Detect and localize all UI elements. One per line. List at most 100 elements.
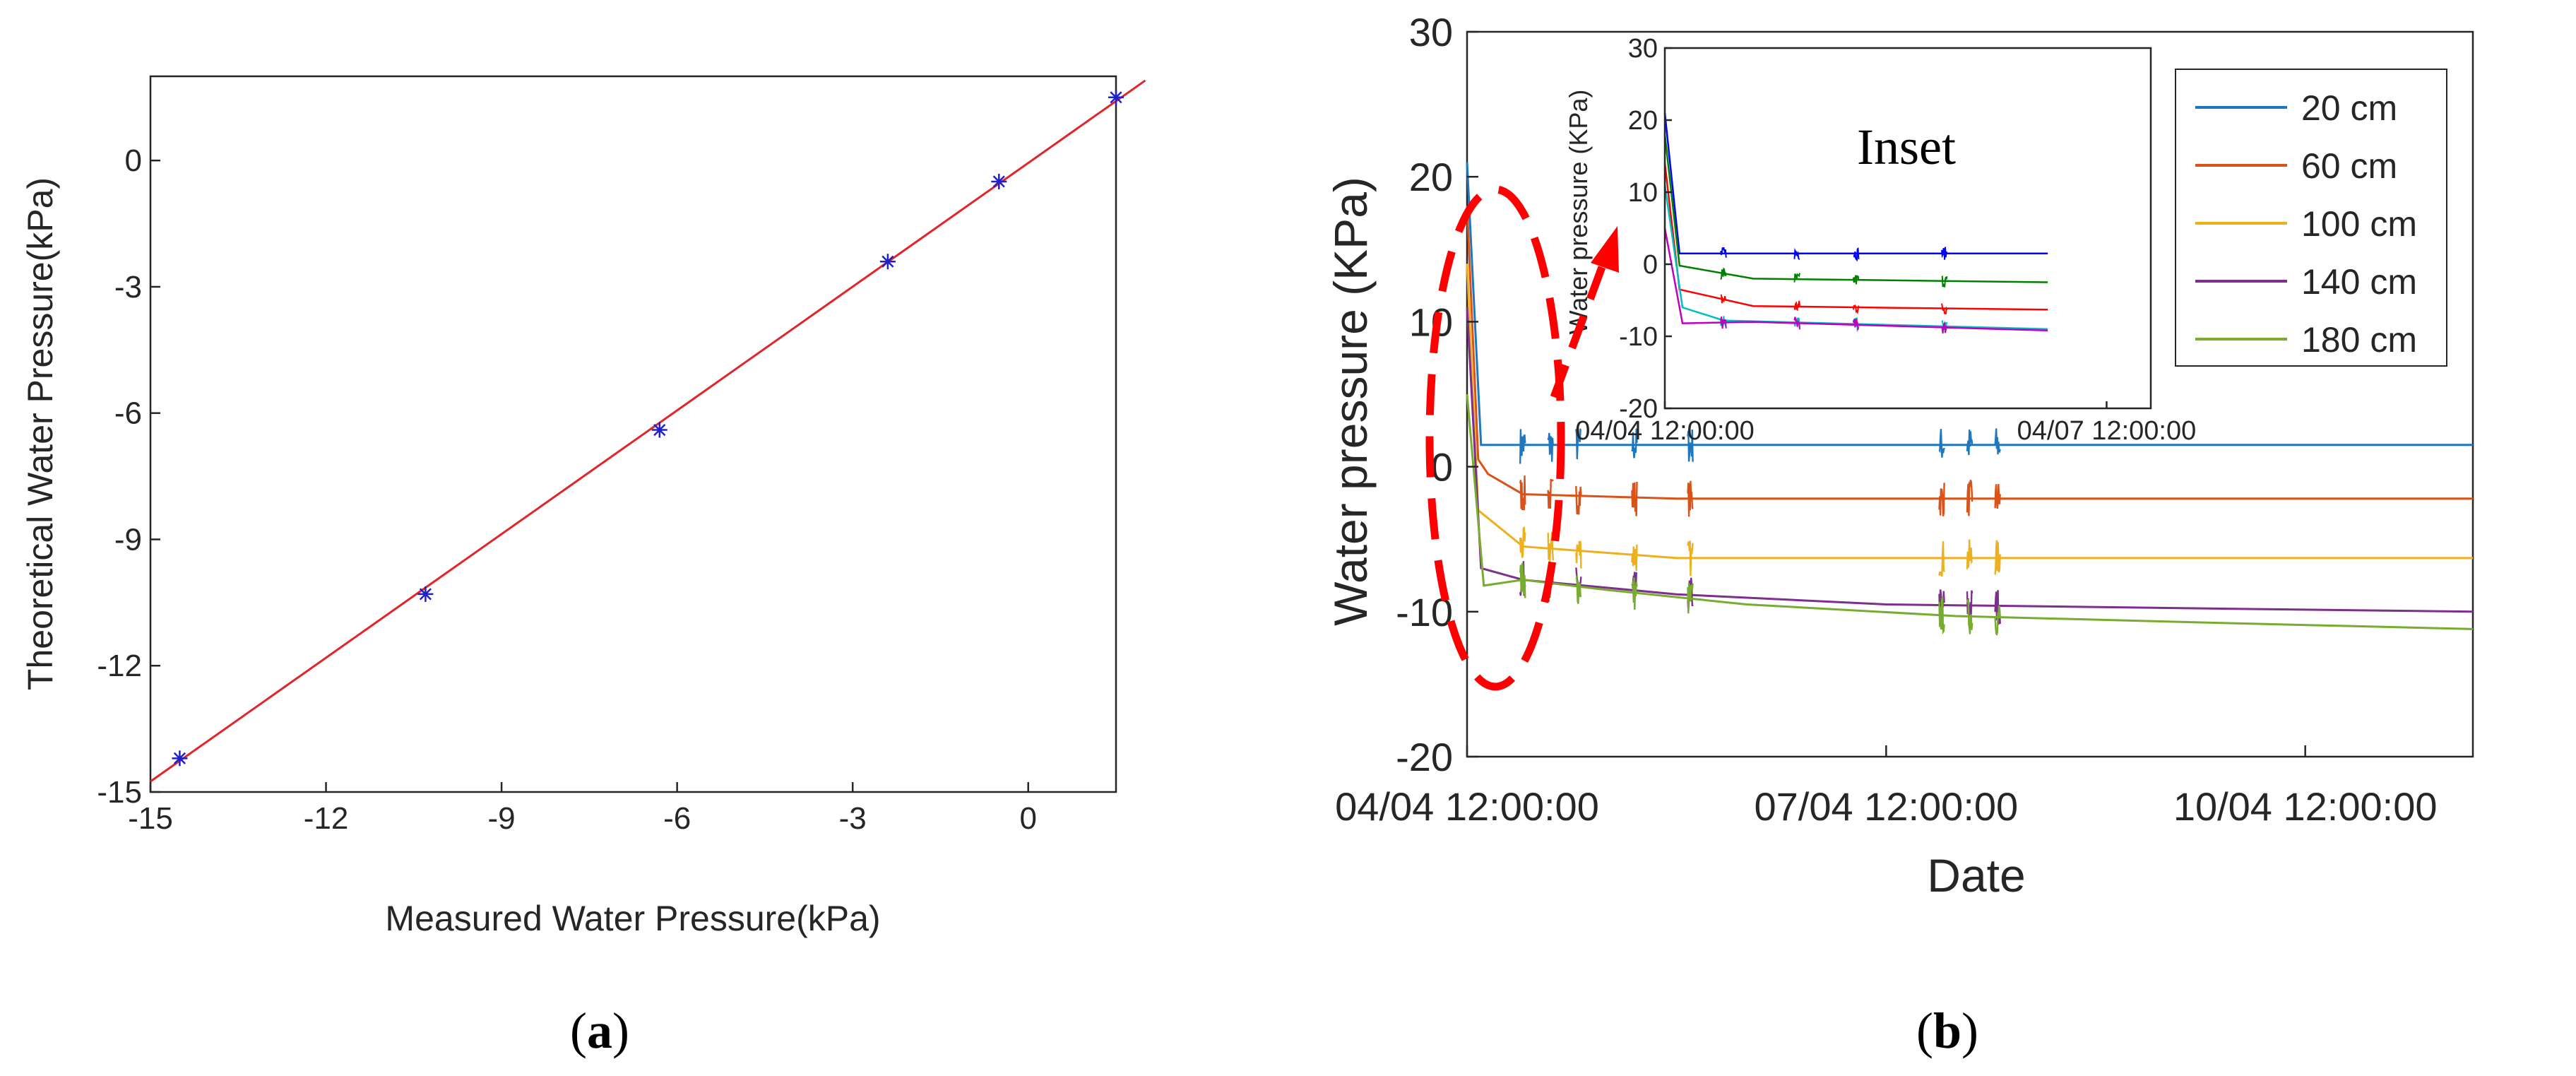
panel-b-x-ticks: 04/04 12:00:00 07/04 12:00:00 10/04 12:00:… [1335,745,2438,829]
legend-label: 140 cm [2301,262,2417,302]
panel-a-y-tick-label: -9 [114,522,142,557]
panel-b-noise-burst [1966,598,1973,634]
callout-arrow-head [1591,226,1619,273]
panel-b-noise-burst [1994,540,2001,575]
panel-a-y-tick-label: -6 [114,396,142,431]
inset-series-line [1663,227,2048,332]
panel-b-noise-burst [1687,429,1694,462]
panel-a-x-tick-label: -6 [663,801,691,836]
panel-b-noise-burst [1519,475,1526,511]
inset-noise-burst [1941,247,1948,260]
panel-b-noise-burst [1966,539,1973,569]
panel-b-y-tick-label: 20 [1409,155,1453,199]
inset-plot-frame [1663,47,2152,410]
panel-b-noise-burst [1938,483,1945,516]
inset-y-tick-label: -10 [1619,322,1658,352]
panel-b-noise-burst [1994,484,2001,509]
panel-b-noise-burst [1938,541,1945,577]
inset-noise-burst [1720,317,1727,329]
inset-noise-burst [1941,303,1948,315]
inset-y-tick-label: 20 [1628,106,1658,136]
panel-b-y-tick-label: 0 [1431,445,1453,490]
legend-label: 100 cm [2301,204,2417,244]
panel-b-noise-burst [1687,480,1694,517]
panel-b-label: (b) [1916,1003,1978,1059]
panel-b-legend: 20 cm 60 cm 100 cm 140 cm 180 cm [2175,69,2447,367]
panel-b-series-line [1466,307,2474,613]
inset-noise-burst [1852,304,1860,315]
legend-item: 180 cm [2195,320,2417,360]
panel-b-noise-burst [1575,428,1581,459]
inset-y-tick-label: 0 [1643,250,1658,280]
inset-noise-burst [1852,318,1860,331]
panel-b-noise-burst [1966,430,1973,456]
panel-a-fit-line-layer [150,79,1146,783]
panel-b-noise-burst [1631,428,1638,459]
panel-b-noise-burst [1994,428,2001,455]
panel-a-data-point [879,254,896,270]
legend-items: 20 cm 60 cm 100 cm 140 cm 180 cm [2195,88,2417,360]
inset-noise-burst [1941,321,1948,334]
panel-b-noise-burst [1687,540,1694,577]
panel-a-plot-frame [149,75,1117,793]
panel-a-y-axis-label: Theoretical Water Pressure(kPa) [20,177,60,690]
legend-item: 140 cm [2195,262,2417,302]
panel-a-x-tick-label: -15 [128,801,173,836]
legend-item: 100 cm [2195,204,2417,244]
panel-b-noise-burst [1575,574,1582,604]
inset-series-line [1663,163,2048,311]
panel-a-x-tick-label: 0 [1019,801,1036,836]
inset-noise-burst [1720,294,1727,304]
panel-a-x-tick-label: -9 [488,801,516,836]
panel-a-label: (a) [570,1003,629,1059]
inset-y-ticks: -20 -10 0 10 20 30 [1619,34,1672,424]
legend-item: 60 cm [2195,146,2397,186]
panel-a-x-tick-label: -3 [839,801,867,836]
panel-b-noise-burst [1631,577,1638,610]
panel-a-data-point [1108,89,1124,105]
inset-x-tick-label: 04/07 12:00:00 [2017,416,2197,446]
legend-label: 60 cm [2301,146,2397,186]
inset-background [1665,48,2151,408]
panel-a-data-point [172,750,188,767]
legend-label: 180 cm [2301,320,2417,360]
panel-a-points-layer [172,89,1124,767]
panel-b-noise-burst [1519,429,1526,464]
panel-b-series-layer [1466,162,2474,636]
inset-y-tick-label: 10 [1628,178,1658,208]
inset-noise-burst [1720,267,1727,280]
inset-y-tick-label: -20 [1619,394,1658,424]
panel-b-x-tick-label: 10/04 12:00:00 [2173,784,2438,829]
panel-a-data-point [991,173,1007,189]
panel-b-noise-burst [1994,605,2001,636]
inset-noise-burst [1853,247,1860,262]
panel-b-noise-burst [1966,480,1973,516]
panel-a-x-tick-label: -12 [304,801,349,836]
inset-noise-burst [1793,317,1800,330]
callout-dashed-arrow-line [1550,266,1606,398]
legend-item: 20 cm [2195,88,2397,128]
panel-b-noise-burst [1547,432,1554,462]
panel-a-x-axis-label: Measured Water Pressure(kPa) [385,899,880,938]
panel-b-x-tick-label: 07/04 12:00:00 [1754,784,2018,829]
panel-b-noise-burst [1687,582,1694,614]
inset-noise-burst [1793,247,1800,260]
panel-a-data-point [651,422,667,438]
panel-b-series-line [1466,206,2473,500]
legend-box [2175,69,2447,367]
panel-b-noise-burst [1938,596,1945,635]
panel-b-noise-burst [1547,478,1554,509]
panel-b-y-tick-label: -20 [1396,735,1453,779]
panel-b-y-tick-label: 30 [1409,10,1453,54]
inset-noise-burst [1852,275,1860,285]
inset-noise-burst [1941,275,1948,288]
inset-series-layer [1663,112,2048,334]
panel-b-x-axis-label: Date [1927,849,2025,901]
inset-title: Inset [1857,119,1956,175]
panel-b-noise-burst [1631,544,1638,572]
panel-a-y-tick-label: -12 [97,649,142,683]
panel-a-fit-line [150,79,1146,783]
inset-series-line [1663,112,2048,254]
